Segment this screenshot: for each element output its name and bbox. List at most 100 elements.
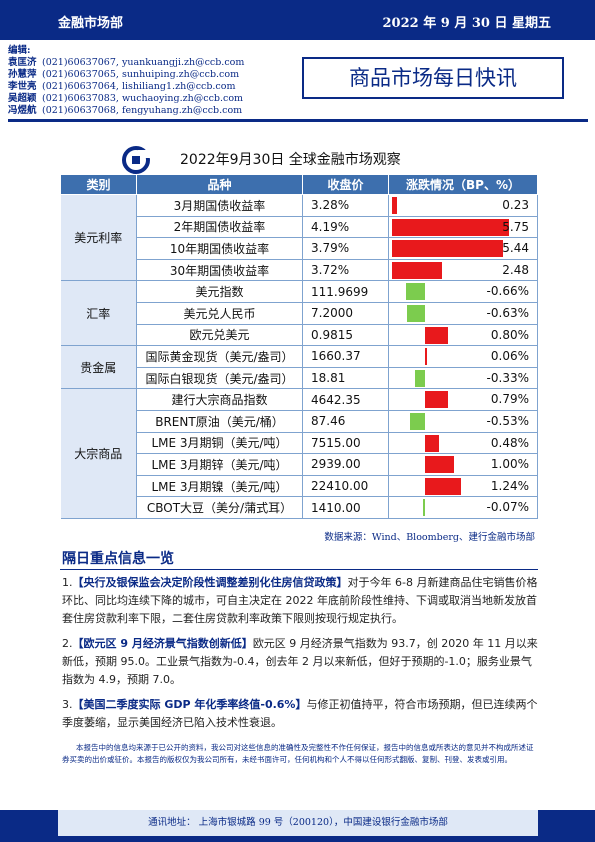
table-row: LME 3月期镍（美元/吨） 22410.00 1.24% [61,475,538,498]
change-cell: -0.07% [388,496,538,519]
bar-positive [425,348,427,366]
item-cell: 国际白银现货（美元/盎司） [136,367,303,390]
item-cell: 美元指数 [136,280,303,303]
change-cell: -0.63% [388,302,538,325]
disclaimer: 本报告中的信息均来源于已公开的资料，我公司对这些信息的准确性及完整性不作任何保证… [62,743,534,764]
editor-email-link[interactable]: fengyuhang.zh@ccb.com [121,105,243,116]
table-row: 大宗商品 建行大宗商品指数 4642.35 0.79% [60,388,538,519]
close-cell: 4642.35 [302,388,389,411]
editor-email-link[interactable]: yuankuangji.zh@ccb.com [121,57,245,68]
news-number: 2. [62,637,73,650]
item-cell: 10年期国债收益率 [136,237,303,260]
table-row: 美元利率 3月期国债收益率 3.28% 0.23 [60,194,538,282]
editor-row: 吴超颖 (021)60637083, wuchaoying.zh@ccb.com [8,93,248,105]
editor-name: 李世亮 [8,81,37,92]
table-title: 2022年9月30日 全球金融市场观察 [180,152,401,168]
bar-positive [425,477,461,495]
bar-positive [392,218,509,236]
editor-row: 袁匡济 (021)60637067, yuankuangji.zh@ccb.com [8,57,248,69]
editor-list: 袁匡济 (021)60637067, yuankuangji.zh@ccb.com… [8,57,248,117]
change-cell: 0.06% [388,345,538,368]
table-row: 2年期国债收益率 4.19% 5.75 [61,216,538,239]
bar-negative [406,304,425,322]
editor-email-link[interactable]: sunhuiping.zh@ccb.com [121,69,240,80]
change-value: 0.79% [490,392,529,407]
item-cell: 美元兑人民币 [136,302,303,325]
bar-positive [425,391,448,409]
editor-name: 冯煜航 [8,105,37,116]
report-title: 商品市场每日快讯 [302,57,564,99]
news-headline: 【央行及银保监会决定阶段性调整差别化住房信贷政策】 [72,576,348,589]
header-item: 品种 [136,174,303,195]
change-value: -0.66% [486,284,529,299]
editor-email-link[interactable]: wuchaoying.zh@ccb.com [121,93,244,104]
bar-positive [392,240,503,258]
data-source: 数据来源：Wind、Bloomberg、建行金融市场部 [324,532,535,543]
editor-phone: (021)60637068, [42,105,119,116]
category-cell: 美元利率 [60,194,137,282]
editor-row: 孙慧萍 (021)60637065, sunhuiping.zh@ccb.com [8,69,248,81]
editor-phone: (021)60637065, [42,69,119,80]
market-table: 类别 品种 收盘价 涨跌情况（BP、%） 美元利率 3月期国债收益率 3.28% 0.… [60,174,538,519]
table-row: 美元兑人民币 7.2000 -0.63% [61,302,538,325]
bar-positive [392,197,397,214]
change-value: 0.80% [490,327,529,342]
item-cell: 2年期国债收益率 [136,216,303,239]
department-name: 金融市场部 [58,16,124,31]
news-item-2: 2.【欧元区 9 月经济景气指数创新低】欧元区 9 月经济景气指数为 93.7，… [62,635,538,689]
item-cell: BRENT原油（美元/桶） [136,410,303,433]
change-cell: -0.33% [388,367,538,390]
close-cell: 18.81 [302,367,389,390]
table-header-row: 类别 品种 收盘价 涨跌情况（BP、%） [60,174,538,195]
item-cell: CBOT大豆（美分/蒲式耳） [136,496,303,519]
header-close: 收盘价 [302,174,389,195]
close-cell: 4.19% [302,216,389,239]
change-value: 0.06% [490,349,529,364]
report-date: 2022 年 9 月 30 日 星期五 [382,16,551,31]
change-cell: 1.00% [388,453,538,476]
close-cell: 1660.37 [302,345,389,368]
item-cell: LME 3月期锌（美元/吨） [136,453,303,476]
editor-phone: (021)60637083, [42,93,119,104]
editor-phone: (021)60637067, [42,57,119,68]
change-value: 2.48 [502,262,529,277]
bar-positive [392,261,443,279]
editor-name: 袁匡济 [8,57,37,68]
news-number: 3. [62,698,73,711]
editor-row: 李世亮 (021)60637064, lishiliang1.zh@ccb.com [8,81,248,93]
close-cell: 22410.00 [302,475,389,498]
editors-block: 编辑: 袁匡济 (021)60637067, yuankuangji.zh@ccb… [8,45,248,117]
editor-phone: (021)60637064, [42,81,119,92]
table-row: 10年期国债收益率 3.79% 5.44 [61,237,538,260]
editor-name: 吴超颖 [8,93,37,104]
editor-name: 孙慧萍 [8,69,37,80]
change-value: -0.53% [486,413,529,428]
change-cell: 0.48% [388,432,538,455]
header-category: 类别 [60,174,137,195]
editor-email-link[interactable]: lishiliang1.zh@ccb.com [121,81,236,92]
bar-negative [415,369,425,387]
change-value: 5.75 [502,219,529,234]
change-cell: 1.24% [388,475,538,498]
change-cell: 2.48 [388,259,538,282]
table-row: LME 3月期铜（美元/吨） 7515.00 0.48% [61,432,538,455]
change-value: 1.24% [490,478,529,493]
editors-label: 编辑: [8,45,31,56]
table-row: CBOT大豆（美分/蒲式耳） 1410.00 -0.07% [61,496,538,519]
close-cell: 7515.00 [302,432,389,455]
change-cell: 5.44 [388,237,538,260]
change-value: 5.44 [502,241,529,256]
close-cell: 0.9815 [302,324,389,347]
change-value: -0.63% [486,305,529,320]
bar-positive [425,326,449,344]
close-cell: 87.46 [302,410,389,433]
item-cell: LME 3月期镍（美元/吨） [136,475,303,498]
category-cell: 大宗商品 [60,388,137,519]
news-body: 对于今年 6-8 月新建商品住宅销售价格环比、同比均连续下降的城市，可自主决定在… [62,576,538,625]
change-cell: 0.80% [388,324,538,347]
table-row: BRENT原油（美元/桶） 87.46 -0.53% [61,410,538,433]
item-cell: LME 3月期铜（美元/吨） [136,432,303,455]
item-cell: 30年期国债收益率 [136,259,303,282]
footer-address: 通讯地址： 上海市银城路 99 号（200120），中国建设银行金融市场部 [58,810,538,836]
close-cell: 111.9699 [302,280,389,303]
